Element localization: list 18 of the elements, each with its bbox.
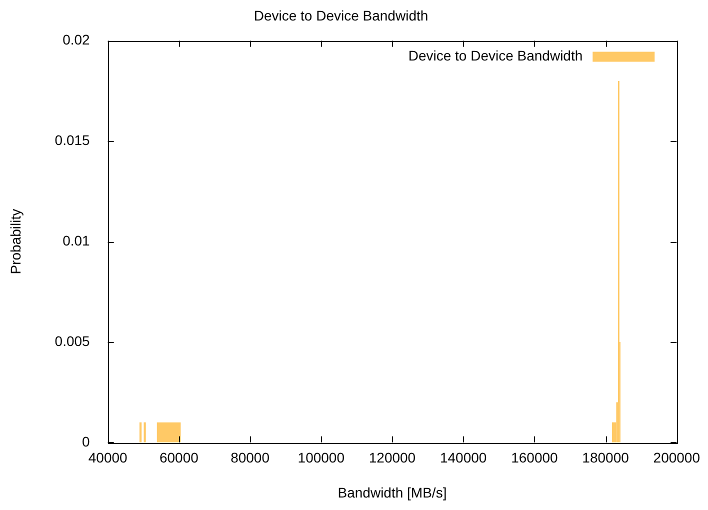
x-tick-label: 200000 [653,450,700,466]
x-tick-label: 100000 [298,450,345,466]
y-tick-label: 0.01 [62,232,90,248]
x-axis-title: Bandwidth [MB/s] [338,484,447,500]
x-tick-label: 160000 [511,450,558,466]
y-tick-label: 0.02 [62,32,90,48]
x-tick-label: 180000 [582,450,630,466]
x-tick-label: 60000 [159,450,199,466]
x-tick-label: 40000 [88,450,128,466]
y-tick-label: 0.015 [54,132,90,148]
y-tick-label: 0.005 [54,332,90,349]
x-tick-label: 120000 [368,450,416,466]
x-tick-label: 140000 [440,450,487,466]
chart-title: Device to Device Bandwidth [254,7,428,24]
x-tick-label: 80000 [230,450,270,466]
y-axis-title: Probability [7,208,24,274]
y-tick-label: 0 [82,433,90,450]
legend-label: Device to Device Bandwidth [408,48,583,64]
